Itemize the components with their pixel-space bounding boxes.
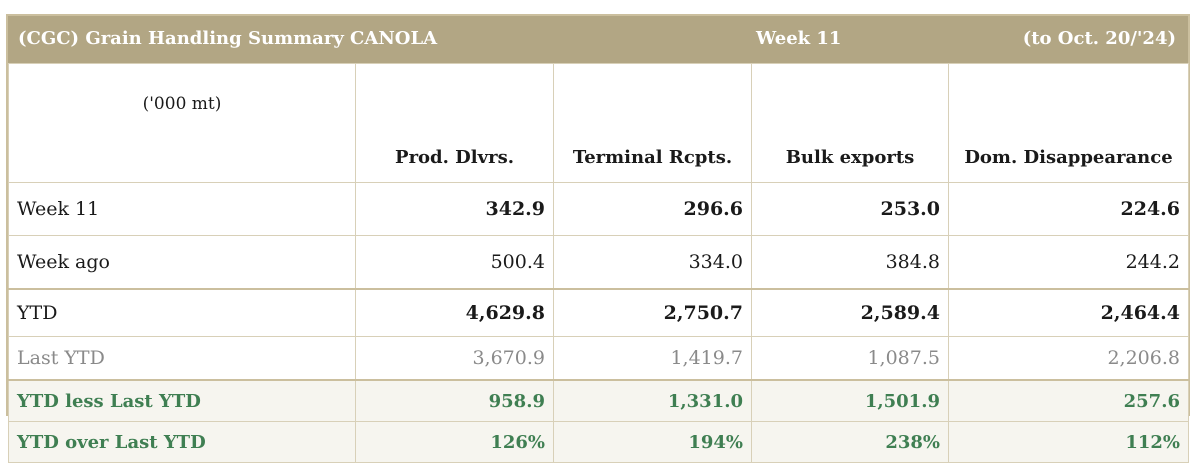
table-row-week-11: Week 11 342.9 296.6 253.0 224.6	[8, 182, 1189, 236]
table-row-last-ytd: Last YTD 3,670.9 1,419.7 1,087.5 2,206.8	[8, 336, 1189, 381]
table-row-week-ago: Week ago 500.4 334.0 384.8 244.2	[8, 235, 1189, 290]
cell-prod-dlvrs: 4,629.8	[355, 288, 554, 337]
cell-prod-dlvrs: 3,670.9	[355, 336, 554, 381]
cell-terminal-rcpts: 2,750.7	[553, 288, 752, 337]
row-label: YTD over Last YTD	[8, 421, 356, 463]
row-label: YTD	[8, 288, 356, 337]
grain-handling-table: ('000 mt) Prod. Dlvrs. Terminal Rcpts. B…	[8, 63, 1189, 463]
table-row-ytd-less-last-ytd: YTD less Last YTD 958.9 1,331.0 1,501.9 …	[8, 379, 1189, 422]
cell-bulk-exports: 1,501.9	[751, 379, 949, 422]
title-bar: (CGC) Grain Handling Summary CANOLA Week…	[8, 16, 1188, 63]
cell-dom-disappearance: 2,206.8	[948, 336, 1189, 381]
cell-bulk-exports: 238%	[751, 421, 949, 463]
column-header-terminal-rcpts: Terminal Rcpts.	[553, 63, 752, 183]
cell-terminal-rcpts: 194%	[553, 421, 752, 463]
cell-bulk-exports: 2,589.4	[751, 288, 949, 337]
table-row-ytd-over-last-ytd: YTD over Last YTD 126% 194% 238% 112%	[8, 421, 1189, 463]
cell-prod-dlvrs: 126%	[355, 421, 554, 463]
cell-terminal-rcpts: 334.0	[553, 235, 752, 290]
table-row-ytd: YTD 4,629.8 2,750.7 2,589.4 2,464.4	[8, 288, 1189, 337]
row-label: YTD less Last YTD	[8, 379, 356, 422]
header-row: ('000 mt) Prod. Dlvrs. Terminal Rcpts. B…	[8, 63, 1189, 183]
row-label: Last YTD	[8, 336, 356, 381]
week-label: Week 11	[756, 28, 842, 49]
cell-prod-dlvrs: 500.4	[355, 235, 554, 290]
row-label: Week ago	[8, 235, 356, 290]
cell-terminal-rcpts: 1,331.0	[553, 379, 752, 422]
cell-prod-dlvrs: 342.9	[355, 182, 554, 236]
column-header-prod-dlvrs: Prod. Dlvrs.	[355, 63, 554, 183]
column-header-bulk-exports: Bulk exports	[751, 63, 949, 183]
cell-terminal-rcpts: 296.6	[553, 182, 752, 236]
cell-dom-disappearance: 257.6	[948, 379, 1189, 422]
cell-bulk-exports: 384.8	[751, 235, 949, 290]
cell-prod-dlvrs: 958.9	[355, 379, 554, 422]
unit-label: ('000 mt)	[8, 63, 356, 183]
row-label: Week 11	[8, 182, 356, 236]
grain-summary-table-frame: (CGC) Grain Handling Summary CANOLA Week…	[6, 14, 1190, 463]
cell-dom-disappearance: 2,464.4	[948, 288, 1189, 337]
date-range: (to Oct. 20/'24)	[1022, 28, 1176, 49]
cell-bulk-exports: 253.0	[751, 182, 949, 236]
cell-bulk-exports: 1,087.5	[751, 336, 949, 381]
column-header-dom-disappearance: Dom. Disappearance	[948, 63, 1189, 183]
cell-dom-disappearance: 112%	[948, 421, 1189, 463]
table-title: (CGC) Grain Handling Summary CANOLA	[18, 28, 438, 49]
cell-terminal-rcpts: 1,419.7	[553, 336, 752, 381]
cell-dom-disappearance: 224.6	[948, 182, 1189, 236]
cell-dom-disappearance: 244.2	[948, 235, 1189, 290]
